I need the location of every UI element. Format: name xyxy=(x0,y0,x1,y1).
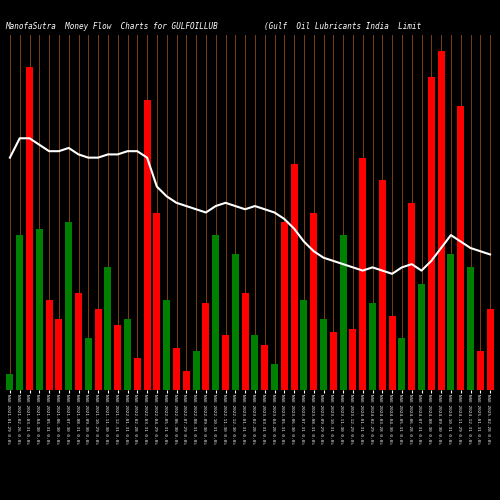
Bar xyxy=(242,293,248,390)
Bar xyxy=(281,222,287,390)
Bar xyxy=(418,284,425,390)
Bar xyxy=(154,212,160,390)
Bar xyxy=(398,338,406,390)
Bar xyxy=(232,254,238,390)
Bar xyxy=(56,319,62,390)
Bar xyxy=(46,300,52,390)
Bar xyxy=(222,335,229,390)
Bar xyxy=(388,316,396,390)
Bar xyxy=(75,293,82,390)
Bar xyxy=(438,51,444,390)
Bar xyxy=(369,303,376,390)
Bar xyxy=(379,180,386,390)
Bar xyxy=(290,164,298,390)
Bar xyxy=(192,352,200,390)
Bar xyxy=(252,335,258,390)
Bar xyxy=(340,235,346,390)
Bar xyxy=(16,235,23,390)
Bar xyxy=(428,77,434,390)
Bar xyxy=(467,268,474,390)
Bar xyxy=(85,338,91,390)
Bar xyxy=(262,345,268,390)
Bar xyxy=(134,358,140,390)
Bar xyxy=(66,222,72,390)
Bar xyxy=(458,106,464,390)
Bar xyxy=(183,370,190,390)
Bar xyxy=(212,235,219,390)
Bar xyxy=(408,203,415,390)
Bar xyxy=(320,319,327,390)
Bar xyxy=(173,348,180,390)
Bar xyxy=(6,374,14,390)
Bar xyxy=(164,300,170,390)
Bar xyxy=(486,310,494,390)
Bar xyxy=(94,310,102,390)
Bar xyxy=(300,300,308,390)
Bar xyxy=(271,364,278,390)
Bar xyxy=(144,100,150,390)
Bar xyxy=(350,328,356,390)
Bar xyxy=(124,319,131,390)
Bar xyxy=(310,212,317,390)
Text: ManofaSutra  Money Flow  Charts for GULFOILLUB          (Gulf  Oil Lubricants In: ManofaSutra Money Flow Charts for GULFOI… xyxy=(5,22,421,32)
Bar xyxy=(360,158,366,390)
Bar xyxy=(104,268,112,390)
Bar xyxy=(448,254,454,390)
Bar xyxy=(26,68,33,390)
Bar xyxy=(477,352,484,390)
Bar xyxy=(36,228,43,390)
Bar xyxy=(114,326,121,390)
Bar xyxy=(202,303,209,390)
Bar xyxy=(330,332,336,390)
